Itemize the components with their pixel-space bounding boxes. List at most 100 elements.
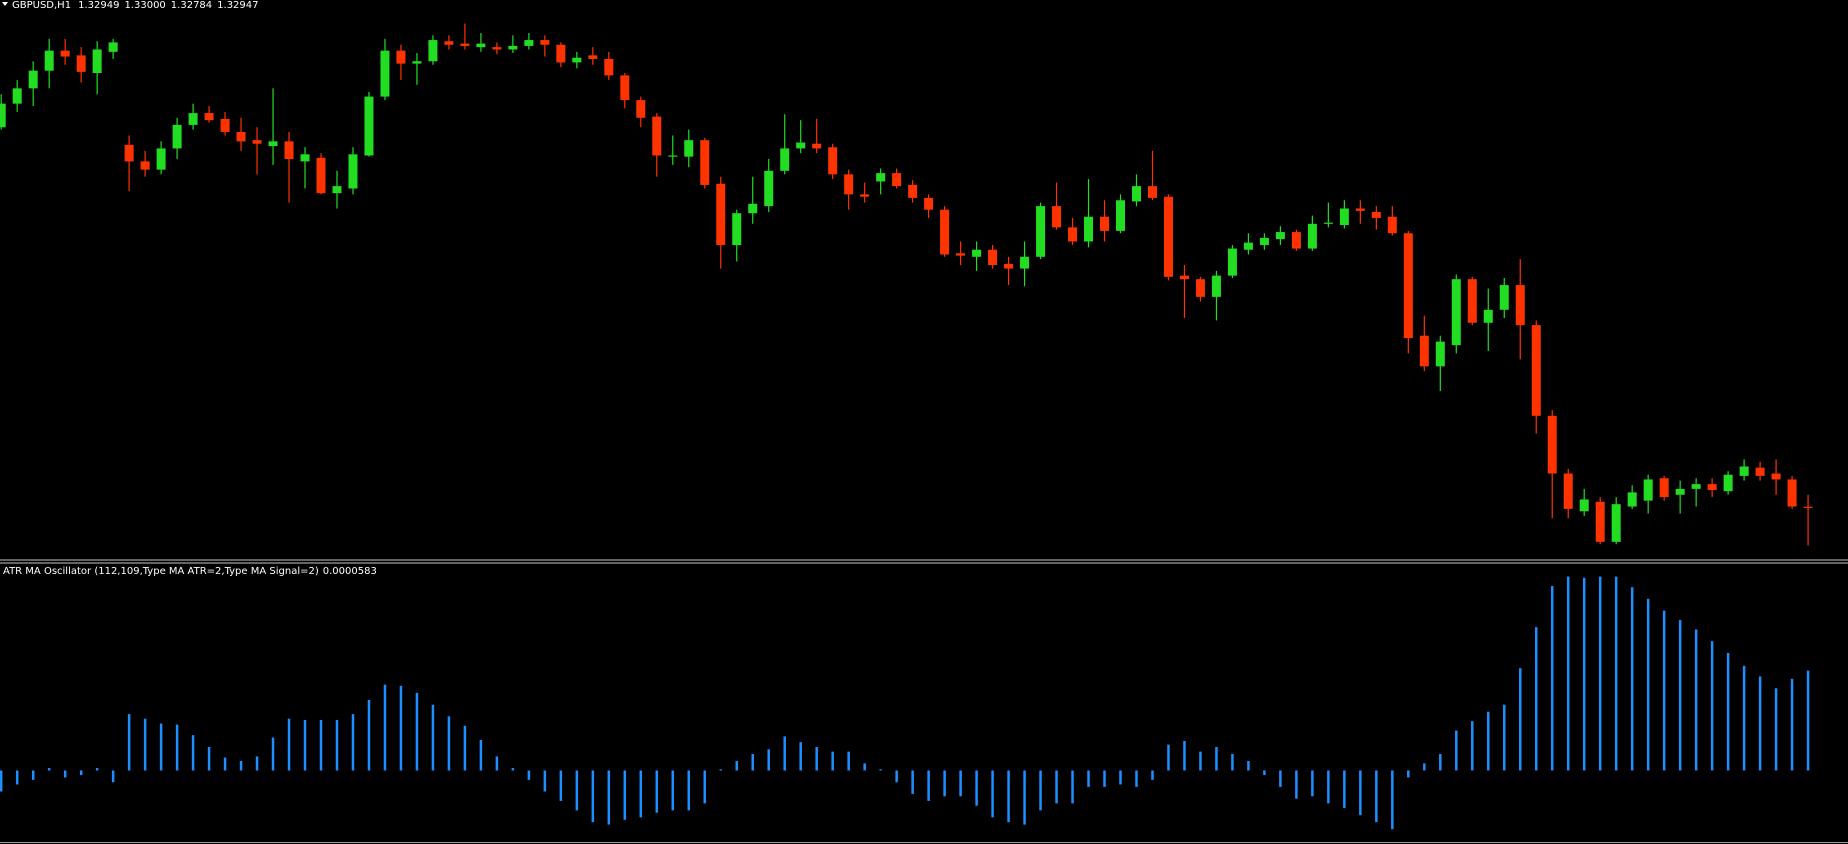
histogram-bar [895,770,898,783]
histogram-bar [1694,629,1698,771]
candle-body [284,141,294,160]
histogram-bar [1231,754,1234,771]
histogram-bar [431,704,435,771]
histogram-bar [1071,770,1074,804]
candle-body [1307,223,1317,249]
candle-body [1004,263,1014,269]
candle-body [764,170,774,207]
candle-body [1020,256,1030,269]
histogram-bar [703,770,707,804]
symbol-dropdown-icon[interactable] [2,2,8,6]
histogram-bar [1455,730,1458,771]
histogram-bar [607,770,611,825]
histogram-bar [1359,770,1362,816]
symbol: GBPUSD,H1 [12,0,71,11]
candle-body [1131,186,1141,202]
candle-body [1275,232,1285,240]
candle-body [1419,335,1429,367]
histogram-bar [1135,770,1138,787]
candle-body [156,148,166,170]
histogram-bar [1726,652,1730,771]
candle-body [588,55,598,59]
histogram-bar [1327,770,1330,804]
candle-body [348,154,358,189]
histogram-bar [1183,741,1186,771]
candle-body [732,213,742,246]
candle-body [396,50,406,64]
histogram-bar [31,770,35,780]
histogram-bar [495,756,499,771]
histogram-bar [1503,704,1506,771]
candle-body [1163,196,1173,277]
candle-body [28,70,38,89]
histogram-bar [303,719,307,771]
candle-body [1211,275,1221,297]
candle-body [124,144,134,162]
candle-body [1451,279,1461,346]
open-price: 1.32949 [78,0,119,11]
histogram-bar [1630,587,1634,771]
histogram-bar [111,770,115,783]
candle-body [700,140,710,185]
candle-body [668,155,678,157]
candle-body [1627,492,1637,507]
indicator-value: 0.0000583 [323,566,377,577]
histogram-bar [1167,744,1170,771]
candle-body [1435,341,1445,367]
histogram-bar [1439,754,1442,771]
candle-body [972,249,982,257]
histogram-bar [1678,620,1682,771]
histogram-bar [1391,770,1394,830]
histogram-bar [415,692,419,771]
candle-body [1355,208,1365,211]
histogram-bar [383,684,387,771]
candle-body [316,157,326,194]
candle-body [1675,488,1685,495]
candle-body [1659,478,1669,498]
histogram-bar [1119,770,1122,785]
histogram-bar [1199,751,1202,771]
histogram-bar [207,746,211,771]
candle-body [172,124,182,149]
candle-body [1116,200,1125,231]
candle-body [380,50,390,97]
histogram-bar [1487,711,1490,771]
candle-body [860,194,870,197]
histogram-bar [1087,770,1090,787]
histogram-bar [783,736,786,771]
candle-body [1499,285,1509,310]
histogram-bar [735,761,738,771]
candle-body [1547,415,1557,474]
histogram-bar [671,770,675,811]
close-price: 1.32947 [217,0,258,11]
histogram-bar [1519,668,1522,771]
histogram-bar [767,749,770,771]
candle-body [748,203,758,214]
histogram-bar [911,770,914,794]
histogram-bar [447,716,451,771]
histogram-bar [1279,770,1282,787]
histogram-bar [959,770,962,797]
histogram-bar [815,746,818,771]
candle-body [1723,474,1733,492]
histogram-bar [719,769,722,771]
candle-body [1084,216,1094,242]
candle-body [940,209,950,255]
candle-body [876,173,886,182]
candle-body [1371,212,1381,218]
histogram-bar [159,723,163,771]
indicator-title: ATR MA Oscillator (112,109,Type MA ATR=2… [3,566,319,577]
candle-body [844,174,854,195]
candle-body [1563,473,1573,509]
candle-body [524,40,534,46]
histogram-bar [1662,610,1666,771]
histogram-bar [1471,721,1474,771]
candle-body [60,50,70,57]
candle-body [716,183,726,246]
histogram-bar [479,739,483,771]
candle-body [268,141,278,147]
candle-body [412,61,422,64]
histogram-bar [1407,770,1410,778]
